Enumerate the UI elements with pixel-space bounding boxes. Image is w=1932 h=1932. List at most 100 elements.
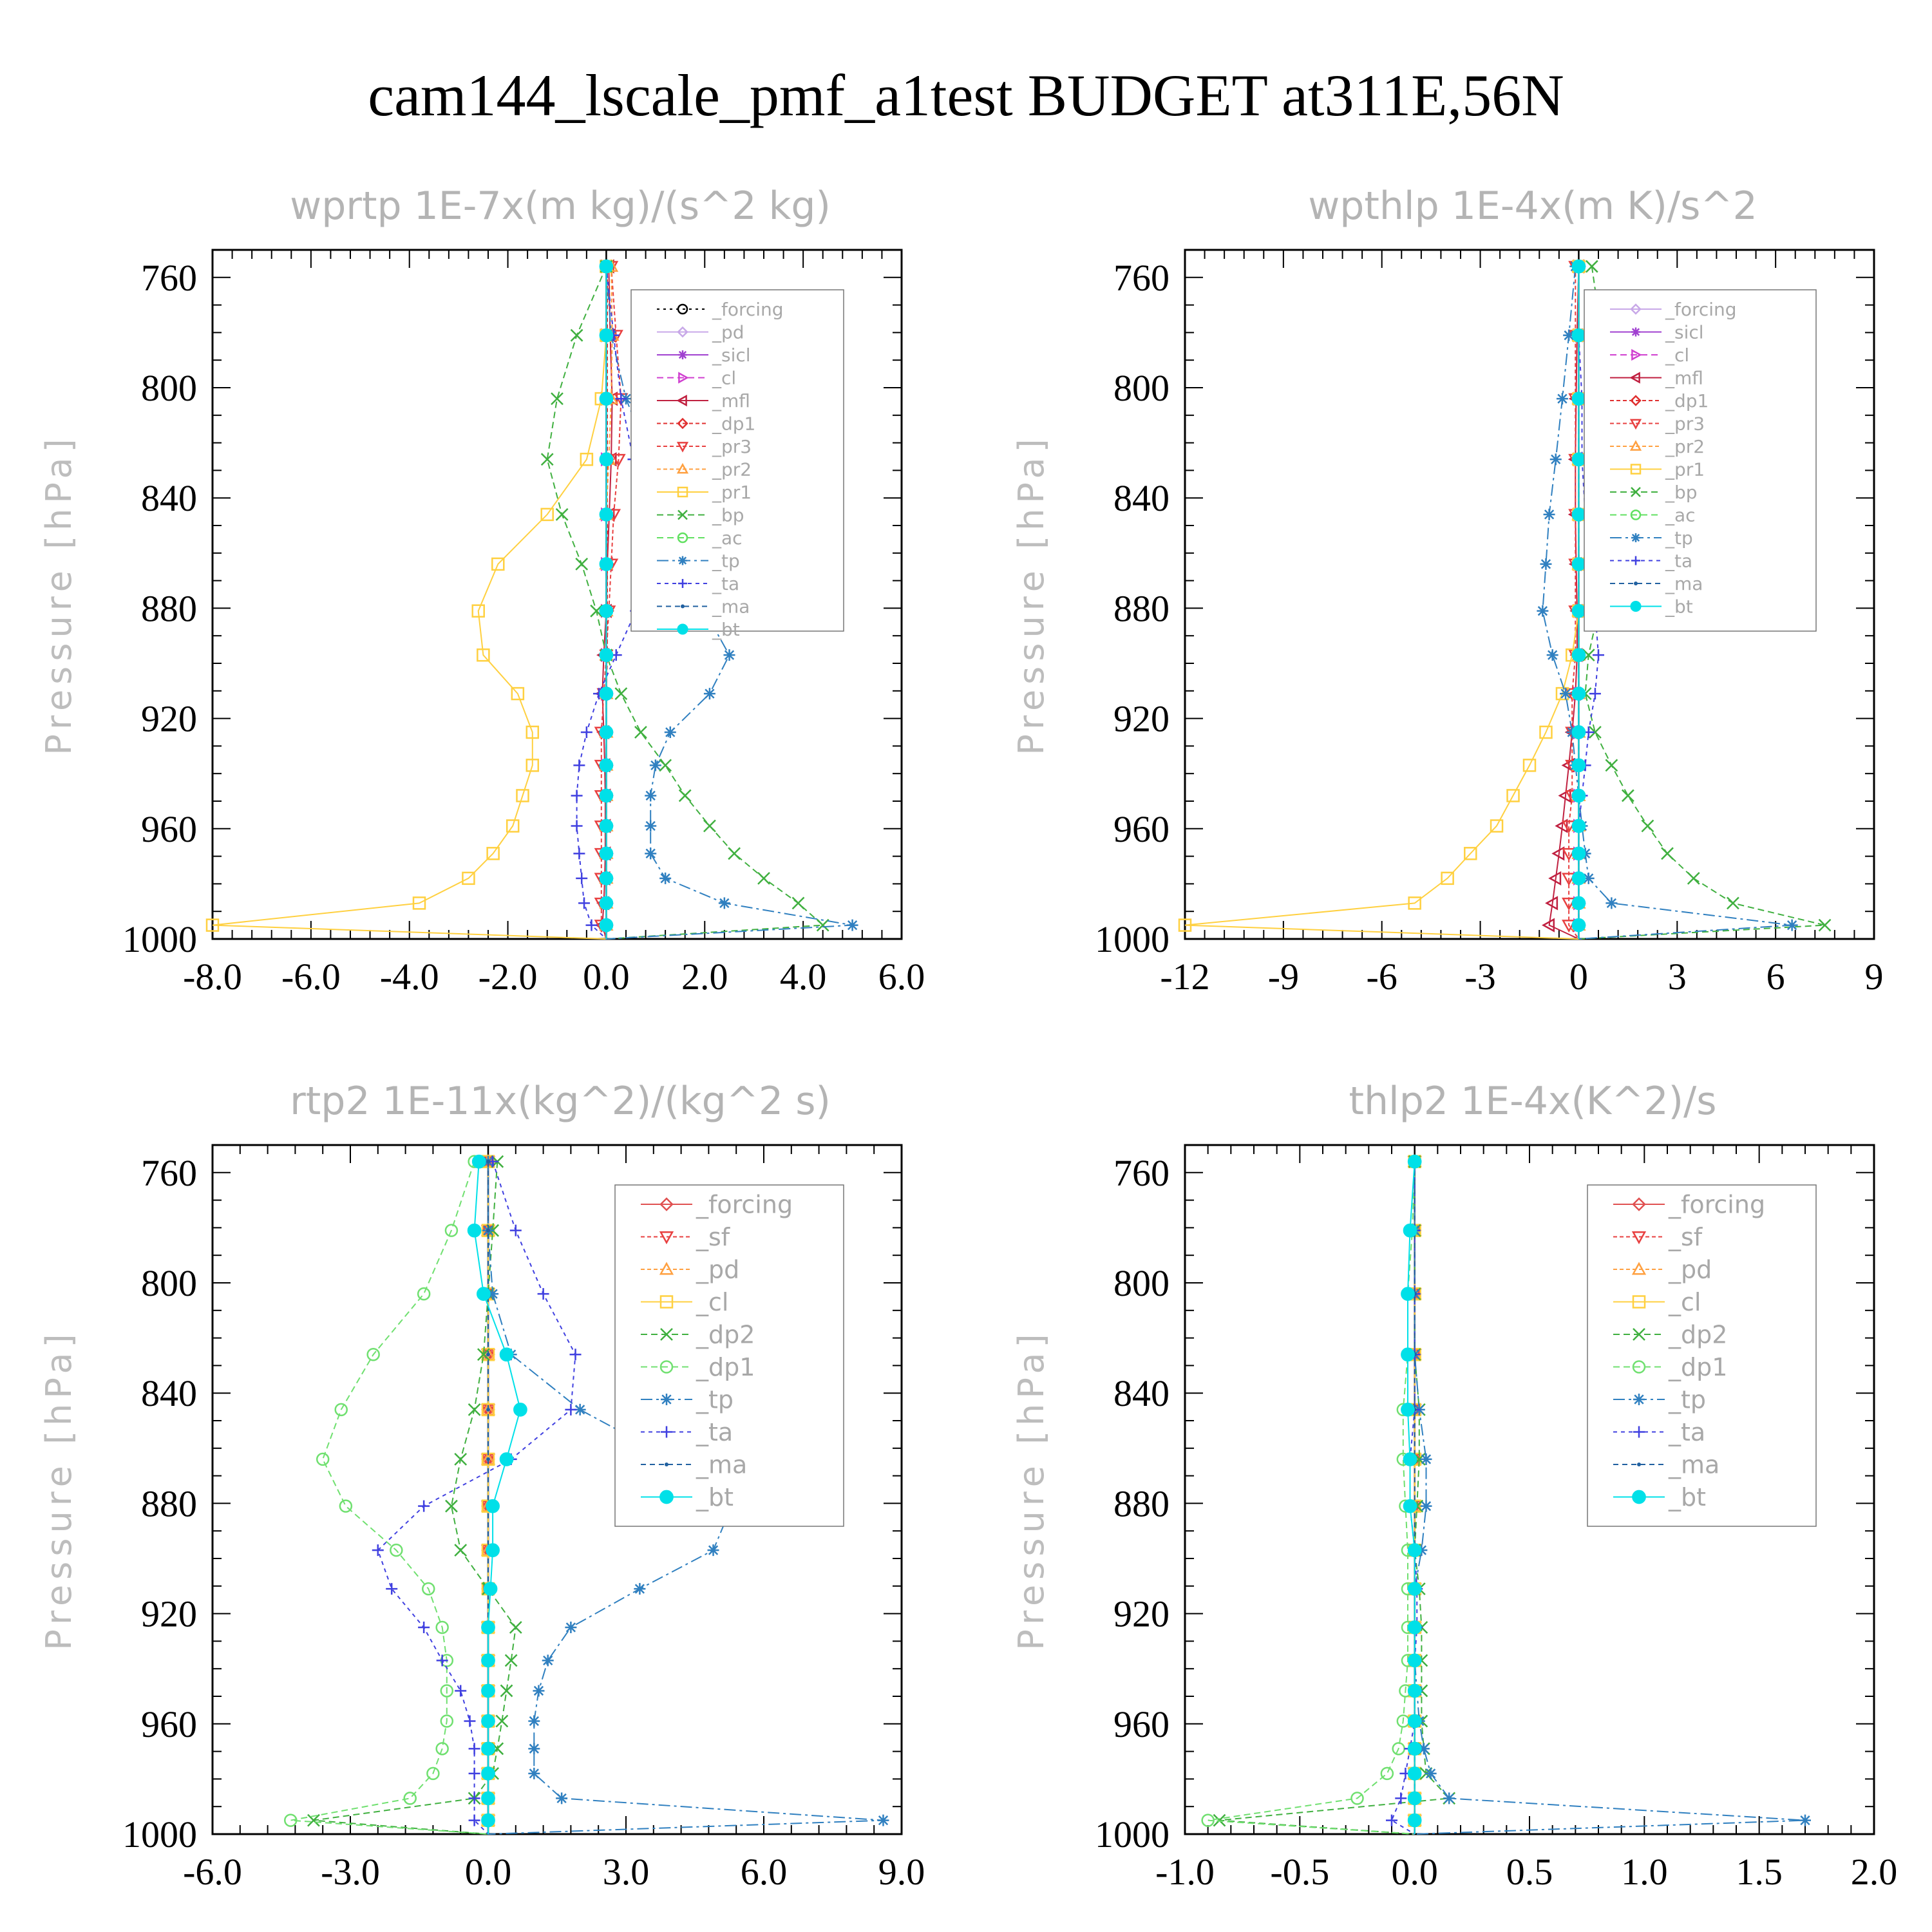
data-point	[1407, 1766, 1422, 1781]
series-pr2	[599, 259, 620, 939]
legend-label: _sicl	[1665, 321, 1704, 343]
x-tick-label: 0	[1569, 956, 1588, 998]
legend-marker	[676, 442, 689, 453]
data-point	[599, 328, 614, 343]
data-point	[1522, 759, 1537, 772]
legend-marker	[660, 1328, 673, 1341]
data-point	[1395, 1792, 1407, 1804]
legend-label: _bp	[712, 504, 744, 526]
data-point	[1401, 1287, 1415, 1301]
data-point	[1605, 897, 1618, 909]
data-point	[1425, 1767, 1437, 1779]
data-point	[1585, 260, 1598, 273]
data-point	[599, 557, 614, 571]
panel-3: rtp2 1E-11x(kg^2)/(kg^2 s) Pressure [hPa]…	[39, 1079, 925, 1893]
legend-marker	[1630, 600, 1642, 612]
data-point	[445, 1499, 458, 1513]
legend-marker	[677, 486, 688, 498]
data-point	[1560, 688, 1572, 700]
data-point	[634, 1583, 646, 1595]
data-point	[528, 1743, 540, 1755]
series-dp1	[284, 1155, 489, 1835]
x-tick-label: -1.0	[1155, 1851, 1215, 1893]
legend-label: _cl	[696, 1288, 728, 1316]
series-line	[600, 266, 622, 940]
legend-label: _dp1	[1665, 390, 1709, 412]
data-point	[509, 1224, 522, 1236]
legend-marker	[1632, 1295, 1646, 1309]
data-point	[471, 1154, 486, 1169]
x-tick-label: 3.0	[603, 1851, 650, 1893]
data-point	[1556, 393, 1568, 405]
y-tick-label: 840	[141, 1372, 197, 1414]
data-point	[537, 1288, 549, 1300]
legend-marker	[1629, 419, 1642, 430]
y-tick-label: 800	[141, 1262, 197, 1304]
data-point	[1558, 788, 1571, 803]
data-point	[533, 1685, 545, 1697]
data-point	[599, 871, 614, 886]
y-tick-label: 880	[1113, 1482, 1170, 1524]
data-point	[1786, 919, 1798, 931]
data-point	[366, 1348, 380, 1361]
legend-marker	[1631, 327, 1640, 337]
panel-4: thlp2 1E-4x(K^2)/s Pressure [hPa] 760 800 84…	[1011, 1079, 1897, 1893]
legend-label: _ta	[712, 573, 739, 594]
legend-marker	[678, 579, 687, 588]
data-point	[599, 259, 614, 274]
series-line	[1184, 266, 1580, 940]
x-tick-label: -3.0	[321, 1851, 380, 1893]
data-point	[386, 1583, 398, 1595]
legend: _forcing _sf _pd _cl _dp2 _dp1 _tp _ta _ma _bt	[1587, 1184, 1817, 1527]
series-bt	[599, 259, 614, 939]
series-bt	[1401, 1154, 1422, 1834]
data-point	[599, 846, 614, 861]
data-point	[468, 1743, 480, 1755]
legend-label: _mfl	[712, 390, 750, 412]
legend-marker	[1631, 533, 1640, 542]
legend-label: _pr2	[1665, 436, 1705, 457]
data-point	[307, 1814, 320, 1827]
legend-marker	[659, 1197, 674, 1211]
data-point	[1490, 819, 1504, 833]
plot-frame	[211, 249, 903, 940]
legend-label: _pd	[1668, 1255, 1712, 1283]
data-point	[1549, 453, 1562, 466]
series-line	[1390, 1161, 1418, 1835]
series-bp	[540, 260, 829, 940]
data-point	[1571, 819, 1586, 833]
legend-label: _pr3	[712, 436, 752, 457]
data-point	[486, 1159, 490, 1164]
data-point	[1350, 1792, 1364, 1805]
series-line	[377, 1161, 576, 1835]
y-tick-label: 840	[141, 477, 197, 519]
data-point	[495, 1714, 509, 1728]
legend: _forcing_sicl_cl_mfl_dp1_pr3_pr2_pr1_bp_…	[1584, 289, 1817, 632]
data-point	[464, 1715, 476, 1727]
data-point	[481, 1620, 495, 1634]
legend-label: _sicl	[712, 345, 751, 366]
series-bt	[1571, 259, 1586, 939]
data-point	[590, 604, 603, 618]
legend-marker	[1629, 372, 1640, 384]
data-point	[551, 392, 564, 406]
x-tick-label: 0.0	[583, 956, 630, 998]
legend-marker	[677, 417, 688, 430]
data-point	[511, 687, 525, 701]
data-point	[1407, 1543, 1422, 1558]
y-tick-label: 760	[141, 257, 197, 299]
data-point	[703, 819, 716, 833]
legend-label: _forcing	[1665, 299, 1737, 320]
data-point	[571, 790, 583, 802]
legend-marker	[659, 1262, 674, 1275]
data-point	[440, 1684, 454, 1698]
data-point	[1545, 896, 1558, 911]
data-point	[723, 649, 735, 661]
data-point	[1506, 789, 1520, 802]
data-point	[1380, 1766, 1394, 1781]
y-axis-label: Pressure [hPa]	[1011, 433, 1052, 755]
data-point	[1541, 918, 1555, 933]
legend-marker	[681, 604, 685, 609]
legend-marker	[1633, 1394, 1645, 1405]
data-point	[1571, 918, 1586, 933]
